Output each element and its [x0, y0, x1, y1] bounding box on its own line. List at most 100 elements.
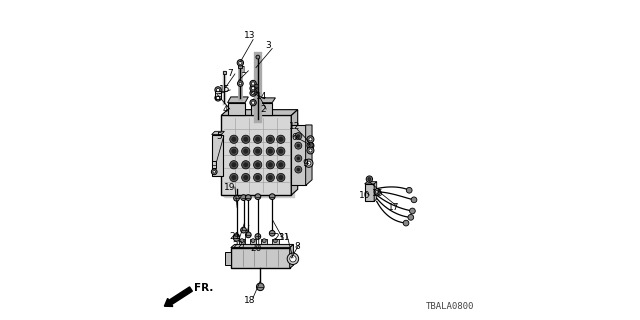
- Text: 5: 5: [216, 132, 222, 140]
- Polygon shape: [374, 182, 377, 201]
- Circle shape: [309, 149, 312, 152]
- Text: 18: 18: [243, 296, 255, 305]
- Circle shape: [255, 84, 259, 88]
- Circle shape: [211, 169, 217, 175]
- Circle shape: [216, 88, 220, 92]
- Circle shape: [243, 175, 248, 180]
- Circle shape: [273, 239, 277, 243]
- Bar: [250, 239, 256, 244]
- Circle shape: [309, 138, 312, 141]
- Text: 4: 4: [222, 105, 228, 114]
- Circle shape: [255, 162, 260, 167]
- Bar: [216, 91, 221, 99]
- Circle shape: [241, 195, 246, 200]
- Circle shape: [410, 208, 415, 214]
- Circle shape: [237, 60, 244, 66]
- Circle shape: [295, 142, 302, 149]
- Polygon shape: [252, 98, 275, 103]
- Circle shape: [276, 161, 285, 169]
- Circle shape: [252, 87, 255, 90]
- Circle shape: [242, 147, 250, 156]
- Circle shape: [255, 194, 260, 199]
- Text: 13: 13: [243, 31, 255, 40]
- Text: 17: 17: [388, 203, 399, 212]
- Circle shape: [278, 149, 284, 154]
- Text: 10: 10: [359, 190, 371, 200]
- Polygon shape: [290, 244, 294, 268]
- Circle shape: [403, 220, 409, 226]
- Bar: [291, 125, 306, 186]
- Bar: [212, 161, 216, 168]
- Bar: [252, 103, 272, 116]
- Text: 23: 23: [274, 233, 285, 242]
- Polygon shape: [221, 110, 298, 116]
- Circle shape: [296, 156, 300, 160]
- Circle shape: [250, 80, 256, 87]
- Circle shape: [278, 175, 284, 180]
- Circle shape: [255, 149, 260, 154]
- Circle shape: [213, 171, 216, 173]
- Circle shape: [307, 142, 314, 149]
- Circle shape: [290, 256, 296, 262]
- Text: 12: 12: [289, 122, 300, 131]
- Circle shape: [230, 135, 238, 143]
- Circle shape: [266, 147, 275, 156]
- Bar: [231, 248, 290, 268]
- Circle shape: [268, 149, 273, 154]
- Circle shape: [257, 283, 264, 291]
- Circle shape: [246, 232, 251, 238]
- Circle shape: [234, 235, 240, 241]
- Circle shape: [287, 253, 299, 265]
- Circle shape: [255, 175, 260, 180]
- Circle shape: [243, 162, 248, 167]
- Circle shape: [230, 173, 238, 182]
- Circle shape: [231, 162, 236, 167]
- Circle shape: [252, 101, 255, 104]
- Bar: [212, 134, 223, 176]
- Circle shape: [307, 147, 314, 154]
- Circle shape: [268, 175, 273, 180]
- Circle shape: [234, 196, 239, 201]
- Circle shape: [276, 147, 285, 156]
- Circle shape: [374, 189, 381, 195]
- Circle shape: [241, 227, 246, 233]
- Circle shape: [307, 136, 314, 143]
- Circle shape: [237, 81, 243, 86]
- Circle shape: [269, 230, 275, 236]
- Text: 7: 7: [227, 69, 233, 78]
- Circle shape: [255, 137, 260, 142]
- Circle shape: [278, 137, 284, 142]
- Circle shape: [246, 195, 251, 200]
- Circle shape: [230, 147, 238, 156]
- Circle shape: [295, 166, 302, 173]
- Text: 19: 19: [225, 183, 236, 192]
- Text: 3: 3: [266, 41, 271, 50]
- Circle shape: [276, 173, 285, 182]
- Text: 11: 11: [279, 233, 291, 242]
- Text: 22: 22: [232, 241, 244, 250]
- Text: 20: 20: [250, 244, 261, 253]
- Polygon shape: [231, 244, 294, 248]
- Circle shape: [243, 137, 248, 142]
- Text: 21: 21: [230, 232, 241, 241]
- Circle shape: [266, 173, 275, 182]
- Text: FR.: FR.: [194, 283, 214, 293]
- Text: 1: 1: [241, 66, 246, 75]
- Circle shape: [256, 55, 260, 59]
- Circle shape: [243, 149, 248, 154]
- Text: 8: 8: [295, 242, 301, 251]
- Text: 2: 2: [260, 105, 266, 114]
- Circle shape: [269, 194, 275, 199]
- Circle shape: [276, 135, 285, 143]
- Circle shape: [231, 137, 236, 142]
- Circle shape: [262, 239, 266, 243]
- Circle shape: [242, 161, 250, 169]
- Circle shape: [215, 95, 221, 101]
- Circle shape: [268, 162, 273, 167]
- Circle shape: [253, 161, 262, 169]
- Bar: [225, 252, 232, 265]
- Circle shape: [252, 82, 255, 85]
- Circle shape: [307, 161, 311, 165]
- Text: 14: 14: [257, 92, 268, 101]
- Bar: [239, 239, 245, 244]
